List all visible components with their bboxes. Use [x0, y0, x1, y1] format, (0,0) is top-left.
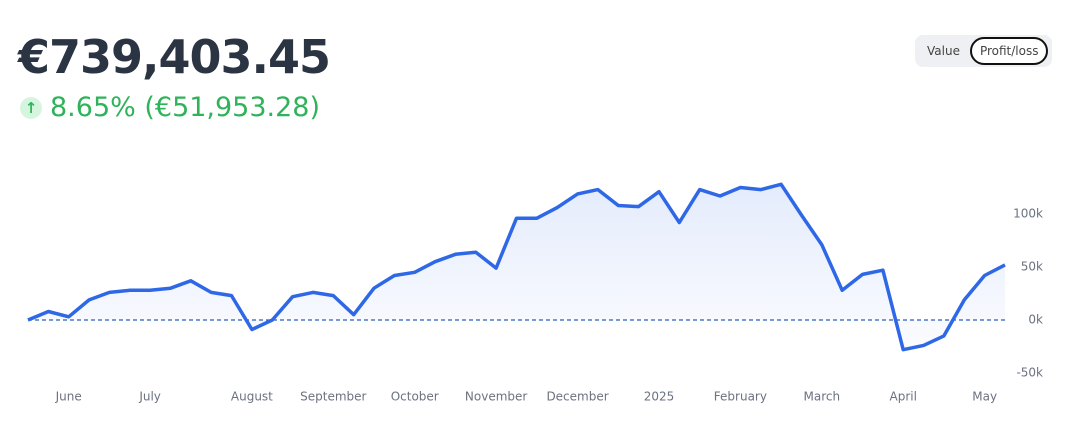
x-tick-label: December: [546, 390, 608, 404]
x-tick-label: September: [300, 390, 366, 404]
view-toggle: Value Profit/loss: [915, 35, 1053, 67]
change-text: 8.65% (€51,953.28): [50, 92, 321, 123]
x-tick-label: November: [465, 390, 527, 404]
x-tick-label: March: [804, 390, 841, 404]
x-tick-label: May: [972, 390, 997, 404]
area: [28, 184, 1005, 350]
y-tick-label: 50k: [1021, 260, 1043, 274]
up-icon: ↑: [20, 96, 42, 119]
toggle-option[interactable]: Profit/loss: [969, 37, 1049, 65]
y-tick-label: 0k: [1028, 313, 1043, 327]
x-tick-label: April: [890, 390, 917, 404]
y-tick-label: 100k: [1013, 207, 1043, 221]
x-tick-label: August: [231, 390, 273, 404]
line: [27, 182, 1006, 352]
x-tick-label: October: [391, 390, 439, 404]
change: ↑ 8.65% (€51,953.28): [20, 92, 320, 123]
x-tick-label: June: [55, 390, 82, 404]
portfolio-value: €739,403.45: [18, 30, 331, 84]
toggle-option[interactable]: Value: [927, 44, 960, 58]
x-tick-label: July: [138, 390, 161, 404]
y-tick-label: -50k: [1016, 366, 1043, 380]
x-tick-label: 2025: [644, 390, 675, 404]
x-tick-label: February: [714, 390, 767, 404]
